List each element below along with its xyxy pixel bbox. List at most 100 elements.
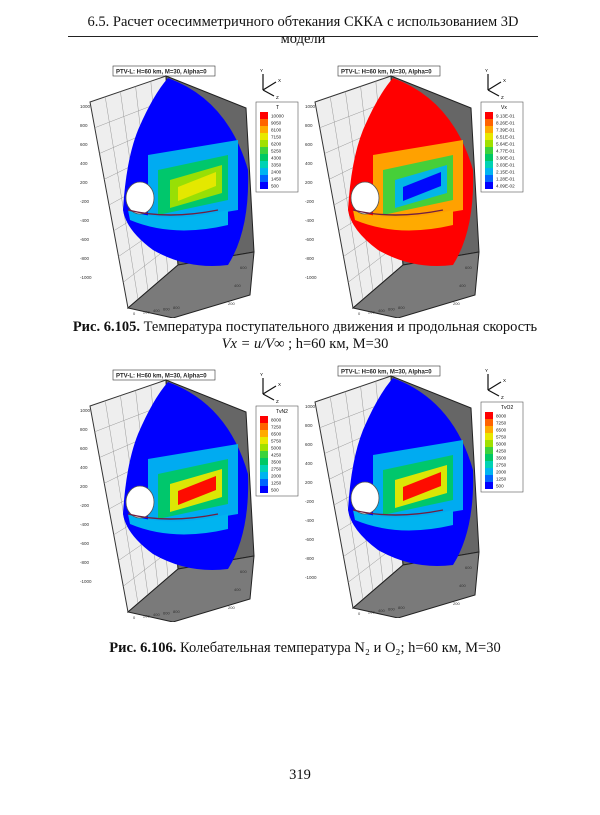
- legend-swatch: [485, 482, 493, 489]
- legend-level-label: 5.64E-01: [496, 142, 515, 147]
- legend-swatch: [485, 433, 493, 440]
- legend-level-label: 1450: [271, 177, 282, 182]
- axis-tick-label: 200: [228, 605, 235, 610]
- legend-swatch: [260, 161, 268, 168]
- vehicle-body: [350, 481, 380, 515]
- legend-swatch: [260, 479, 268, 486]
- contour-band: [403, 172, 441, 201]
- axis-tick-label: -800: [305, 556, 315, 561]
- grid-line: [329, 96, 364, 300]
- triad-label: X: [278, 382, 281, 387]
- legend-level-label: 4.09E-02: [496, 184, 515, 189]
- legend-level-label: 9050: [271, 121, 282, 126]
- floor-plane: [351, 551, 480, 618]
- axis-tick-label: 600: [240, 569, 247, 574]
- legend-level-label: 6500: [271, 432, 282, 437]
- legend-title: TvN2: [276, 409, 288, 415]
- axis-tick-label: -800: [80, 256, 90, 261]
- triad-label: Z: [501, 95, 504, 100]
- axis-tick-label: -600: [80, 541, 90, 546]
- legend-swatch: [260, 112, 268, 119]
- contour-plot-3d: PTV-L: H=60 km, M=30, Alpha=010008006004…: [80, 369, 299, 622]
- legend-level-label: 5750: [271, 439, 282, 444]
- axis-tick-label: -1000: [305, 275, 317, 280]
- axis-tick-label: 600: [80, 142, 88, 147]
- plot-title-box: [337, 65, 441, 77]
- axis-tick-label: 400: [234, 283, 241, 288]
- axis-tick-label: -400: [80, 218, 90, 223]
- legend-swatch: [260, 437, 268, 444]
- legend-level-label: 10000: [271, 114, 284, 119]
- legend-level-label: 8000: [496, 414, 507, 419]
- legend-level-label: 4.77E-01: [496, 149, 515, 154]
- triad-label: Z: [276, 399, 279, 404]
- legend-swatch: [485, 468, 493, 475]
- plot-title-box: [112, 369, 216, 381]
- axis-tick-label: 0: [358, 311, 361, 316]
- axis-tick-label: -800: [305, 256, 315, 261]
- grid-line: [329, 396, 364, 600]
- contour-band-lower: [128, 210, 228, 231]
- triad-axis: [487, 81, 502, 91]
- legend-swatch: [485, 182, 493, 189]
- legend-swatch: [485, 161, 493, 168]
- axis-tick-label: 400: [153, 612, 160, 617]
- caption-rest: ; h=60 км, M=30: [288, 336, 389, 352]
- plot-title-box: [337, 365, 441, 377]
- triad-axis: [262, 385, 277, 395]
- axis-tick-label: 600: [388, 607, 395, 612]
- vehicle-outline: [127, 209, 219, 216]
- legend-title: T: [276, 105, 279, 111]
- axis-tick-label: 200: [228, 301, 235, 306]
- legend-level-label: 7250: [496, 421, 507, 426]
- axis-tick-label: 400: [459, 583, 466, 588]
- axis-tick-label: 0: [133, 311, 136, 316]
- figure-106-caption: Рис. 6.106. Колебательная температура N₂…: [60, 640, 550, 657]
- axis-tick-label: 600: [305, 442, 313, 447]
- vehicle-body: [350, 181, 380, 215]
- axis-tick-label: 400: [378, 608, 385, 613]
- legend-swatch: [485, 112, 493, 119]
- axis-tick-label: 400: [80, 161, 88, 166]
- legend-swatch: [260, 465, 268, 472]
- axis-tick-label: 200: [368, 610, 375, 615]
- contour-plot-3d: PTV-L: H=60 km, M=30, Alpha=010008006004…: [305, 65, 524, 318]
- legend-level-label: 2750: [496, 463, 507, 468]
- legend-swatch: [485, 419, 493, 426]
- axis-tick-label: 200: [305, 480, 313, 485]
- legend-swatch: [260, 486, 268, 493]
- legend-level-label: 4300: [271, 156, 282, 161]
- legend-level-label: 5000: [496, 442, 507, 447]
- legend-swatch: [485, 168, 493, 175]
- figure-106-tvo2-plot: PTV-L: H=60 km, M=30, Alpha=0 1000 800 600 4…: [303, 360, 528, 618]
- caption-label: Рис. 6.105.: [72, 319, 140, 335]
- axis-tick-label: 200: [368, 310, 375, 315]
- figure-105-temperature-plot: PTV-L: H=60 km, M=30, Alpha=0 1000 800 600 4…: [78, 60, 303, 318]
- legend-swatch: [260, 154, 268, 161]
- axis-tick-label: -1000: [80, 579, 92, 584]
- legend-level-label: 3500: [496, 456, 507, 461]
- legend-title: TvO2: [501, 405, 513, 411]
- plot-title: PTV-L: H=60 km, M=30, Alpha=0: [116, 374, 207, 380]
- axis-tick-label: 600: [465, 265, 472, 270]
- triad-axis: [487, 389, 500, 397]
- plot-title: PTV-L: H=60 km, M=30, Alpha=0: [116, 70, 207, 76]
- triad-label: X: [503, 378, 506, 383]
- legend-level-label: 5750: [496, 435, 507, 440]
- caption-label: Рис. 6.106.: [109, 640, 177, 656]
- legend-level-label: 6200: [271, 142, 282, 147]
- figure-105-velocity-plot: PTV-L: H=60 km, M=30, Alpha=0 1000 800 600 4…: [303, 60, 528, 318]
- vehicle-outline: [127, 513, 219, 520]
- axis-tick-label: 200: [143, 614, 150, 619]
- legend-swatch: [485, 475, 493, 482]
- axis-tick-label: 600: [388, 307, 395, 312]
- axis-tick-label: 1000: [305, 104, 316, 109]
- axis-tick-label: 800: [173, 305, 180, 310]
- axis-tick-label: 400: [153, 308, 160, 313]
- contour-band-lower: [353, 210, 453, 231]
- legend-level-label: 500: [271, 488, 279, 493]
- legend-level-label: 7.39E-01: [496, 128, 515, 133]
- triad-label: Y: [260, 68, 263, 73]
- legend-level-label: 5250: [271, 149, 282, 154]
- axis-tick-label: 400: [378, 308, 385, 313]
